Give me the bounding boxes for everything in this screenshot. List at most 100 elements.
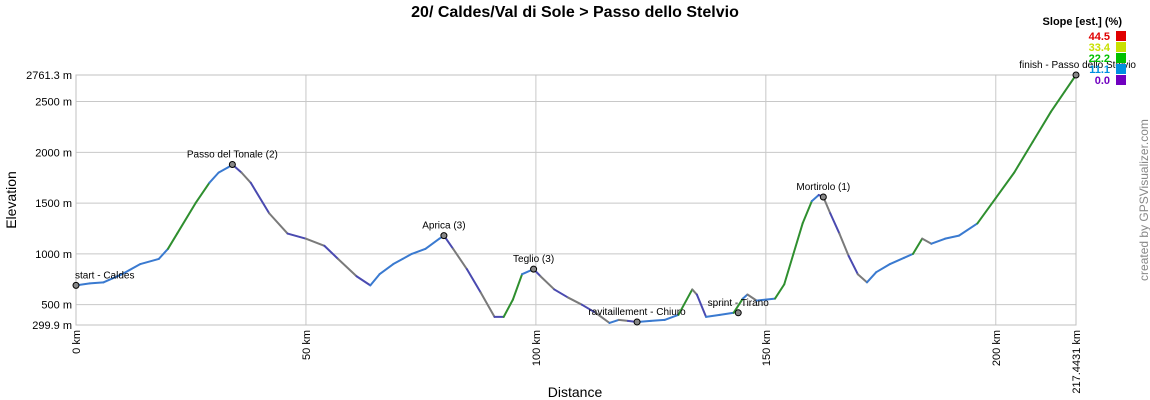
waypoint-marker (72, 281, 80, 289)
waypoint-marker (734, 309, 742, 317)
waypoint-label: Passo del Tonale (2) (187, 150, 278, 161)
profile-segment (695, 293, 708, 318)
profile-segment (567, 296, 583, 306)
profile-segment (608, 318, 620, 324)
x-axis-title: Distance (548, 384, 603, 400)
profile-segment (424, 237, 441, 250)
x-tick-label: 217.4431 km (1071, 330, 1083, 394)
profile-segment (323, 244, 340, 260)
grid (75, 74, 1077, 326)
chart-title: 20/ Caldes/Val di Sole > Passo dello Ste… (411, 4, 739, 21)
profile-segment (369, 273, 381, 287)
profile-segment (994, 171, 1016, 200)
y-axis-title: Elevation (3, 171, 19, 229)
legend-title: Slope [est.] (%) (1043, 16, 1123, 28)
profile-segment (677, 288, 694, 316)
waypoint-label: Mortirolo (1) (796, 182, 850, 193)
y-tick-label: 2500 m (35, 97, 72, 109)
profile-segment (194, 181, 211, 205)
profile-segment (249, 181, 271, 215)
profile-segment (594, 311, 611, 324)
profile-segment (337, 257, 358, 278)
legend-swatch (1116, 75, 1126, 85)
profile-segment (617, 318, 629, 322)
profile-segment (176, 202, 197, 235)
profile-segment (410, 247, 427, 255)
profile-segment (157, 247, 169, 260)
credit-text: created by GPSVisualizer.com (1137, 119, 1150, 281)
legend-value: 22.2 (1089, 53, 1110, 65)
x-tick-label: 0 km (71, 330, 83, 354)
profile-segment (889, 256, 905, 266)
profile-segment (392, 257, 404, 266)
legend-swatch (1116, 64, 1126, 74)
profile-segment (166, 232, 179, 250)
y-tick-label: 299.9 m (32, 320, 72, 332)
profile-segment (465, 268, 482, 294)
legend-value: 44.5 (1089, 31, 1110, 43)
profile-segment (502, 298, 514, 318)
profile-segment (875, 263, 892, 274)
profile-segment (921, 237, 933, 245)
profile-segment (120, 263, 142, 276)
waypoint-label: start - Caldes (75, 270, 134, 281)
profile-segment (268, 212, 289, 235)
profile-segment (957, 222, 979, 237)
waypoints: start - Caldes Passo del Tonale (2) Aprica… (72, 60, 1136, 326)
profile-segment (976, 197, 997, 225)
slope-legend: Slope [est.] (%) 44.533.422.211.10.0 (1043, 16, 1126, 87)
profile-segment (1049, 90, 1066, 113)
waypoint-marker (440, 232, 448, 240)
waypoint-label: ravitaillement - Chiuro (588, 307, 686, 318)
profile-segment (663, 313, 680, 321)
profile-segment (539, 275, 556, 291)
profile-segment (1031, 110, 1052, 144)
waypoint-label: Teglio (3) (513, 254, 554, 265)
profile-segment (741, 293, 749, 300)
profile-segment (208, 171, 220, 184)
legend-swatch (1116, 31, 1126, 41)
profile-segment (866, 271, 878, 284)
profile-segment (829, 212, 841, 235)
profile-segment (847, 254, 859, 276)
profile-segment (355, 275, 372, 287)
waypoint-label: finish - Passo dello Stelvio (1019, 60, 1136, 71)
profile-segment (553, 288, 570, 299)
profile-segment (511, 273, 524, 301)
waypoint-label: Aprica (3) (422, 221, 465, 232)
profile-segment (838, 232, 850, 257)
profile-segment (286, 232, 307, 240)
profile-segment (102, 273, 123, 284)
profile-segment (774, 283, 786, 300)
profile-segment (912, 237, 924, 255)
profile-segment (139, 257, 160, 266)
y-tick-label: 1000 m (35, 249, 72, 261)
x-tick-label: 200 km (991, 330, 1003, 366)
profile-segment (944, 234, 960, 240)
profile-segment (718, 311, 735, 316)
profile-segment (217, 166, 229, 174)
x-tick-label: 150 km (761, 330, 773, 366)
legend-value: 33.4 (1089, 42, 1111, 54)
legend-value: 0.0 (1095, 75, 1110, 87)
profile-segment (452, 247, 468, 271)
profile-segment (691, 288, 698, 296)
y-tick-label: 2761.3 m (26, 70, 72, 82)
profile-segment (88, 281, 105, 285)
waypoint-marker (530, 265, 538, 273)
profile-segment (746, 293, 758, 302)
y-axis-ticks: 299.9 m 500 m 1000 m 1500 m 2000 m 2500 m 2761… (26, 70, 72, 332)
waypoint-marker (1072, 71, 1080, 79)
y-tick-label: 500 m (41, 300, 72, 312)
profile-segment (401, 252, 413, 260)
y-tick-label: 2000 m (35, 147, 72, 159)
legend-swatch (1116, 53, 1126, 63)
profile-segment (1013, 141, 1034, 174)
plot-frame (75, 74, 1077, 326)
profile-segment (783, 252, 795, 286)
profile-segment (479, 291, 496, 318)
profile-segment (856, 273, 869, 284)
profile-segment (705, 313, 721, 318)
